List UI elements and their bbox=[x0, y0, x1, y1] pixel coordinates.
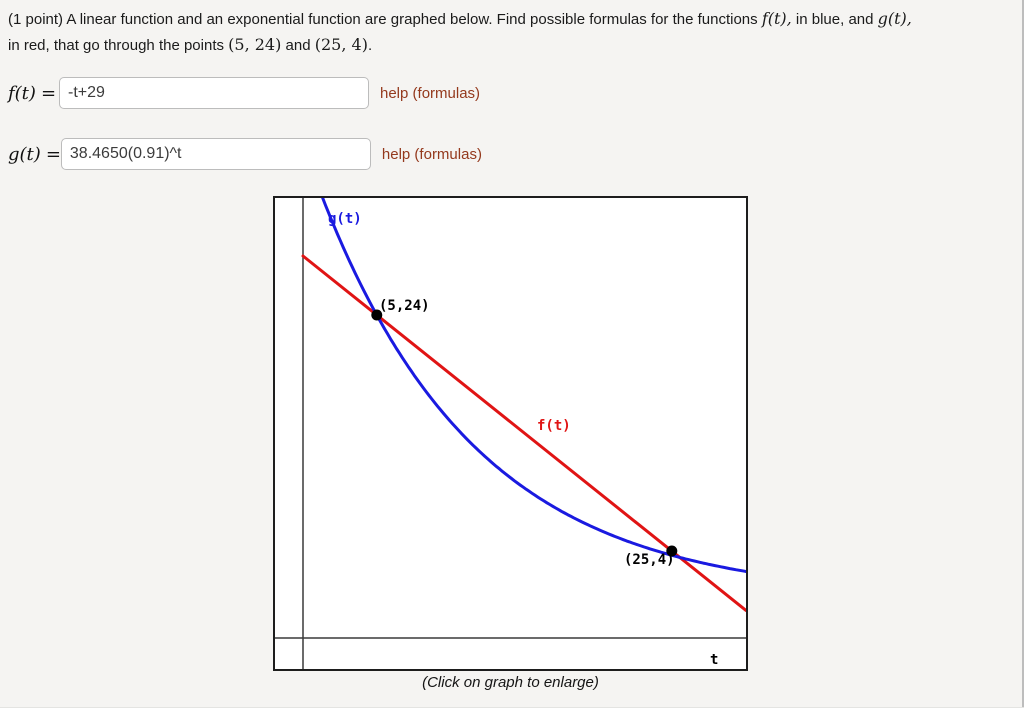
problem-statement: (1 point) A linear function and an expon… bbox=[8, 6, 1020, 58]
g-answer-row: g(t)= help (formulas) bbox=[8, 138, 482, 170]
point-5-24-label: (5,24) bbox=[379, 298, 430, 314]
f-answer-label: f(t) = bbox=[8, 83, 59, 104]
point-25-4-label: (25,4) bbox=[624, 552, 675, 568]
content-right-edge-divider bbox=[1022, 0, 1024, 707]
statement-text: in red, that go through the points bbox=[8, 37, 229, 54]
g-help-formulas-link[interactable]: help (formulas) bbox=[381, 145, 482, 163]
page-bottom-area bbox=[0, 707, 1024, 728]
f-label-equals: = bbox=[40, 82, 57, 104]
g-exponential-curve bbox=[321, 198, 746, 573]
statement-line-1: (1 point) A linear function and an expon… bbox=[8, 9, 912, 28]
f-label-math: f(t) bbox=[8, 82, 36, 104]
t-axis-label: t bbox=[710, 652, 718, 668]
statement-line-2: in red, that go through the points (5, 2… bbox=[8, 35, 373, 54]
f-of-t-inline-math: f(t), bbox=[761, 9, 792, 28]
statement-text: (1 point) A linear function and an expon… bbox=[8, 11, 762, 28]
g-label-math: g(t) bbox=[8, 143, 41, 165]
graph-svg: g(t) f(t) (5,24) (25,4) t bbox=[275, 198, 746, 669]
f-answer-row: f(t)= help (formulas) bbox=[8, 77, 480, 109]
point-25-4-dot bbox=[666, 545, 678, 557]
statement-text: in blue, and bbox=[791, 11, 878, 28]
statement-text: and bbox=[281, 37, 315, 54]
g-answer-label: g(t) = bbox=[8, 144, 61, 165]
g-curve-label: g(t) bbox=[328, 211, 362, 227]
g-answer-input[interactable] bbox=[60, 138, 371, 170]
statement-text: . bbox=[367, 37, 373, 54]
graph-enlarge-caption: (Click on graph to enlarge) bbox=[422, 674, 599, 691]
point-25-4-inline-math: (25, 4) bbox=[314, 35, 368, 54]
f-line-label: f(t) bbox=[537, 418, 571, 434]
g-of-t-inline-math: g(t), bbox=[877, 9, 912, 28]
function-graph[interactable]: g(t) f(t) (5,24) (25,4) t bbox=[273, 196, 748, 671]
point-5-24-inline-math: (5, 24) bbox=[228, 35, 282, 54]
f-answer-input[interactable] bbox=[59, 77, 369, 109]
point-5-24-dot bbox=[371, 309, 383, 321]
f-help-formulas-link[interactable]: help (formulas) bbox=[380, 84, 481, 102]
g-label-equals: = bbox=[45, 143, 61, 165]
